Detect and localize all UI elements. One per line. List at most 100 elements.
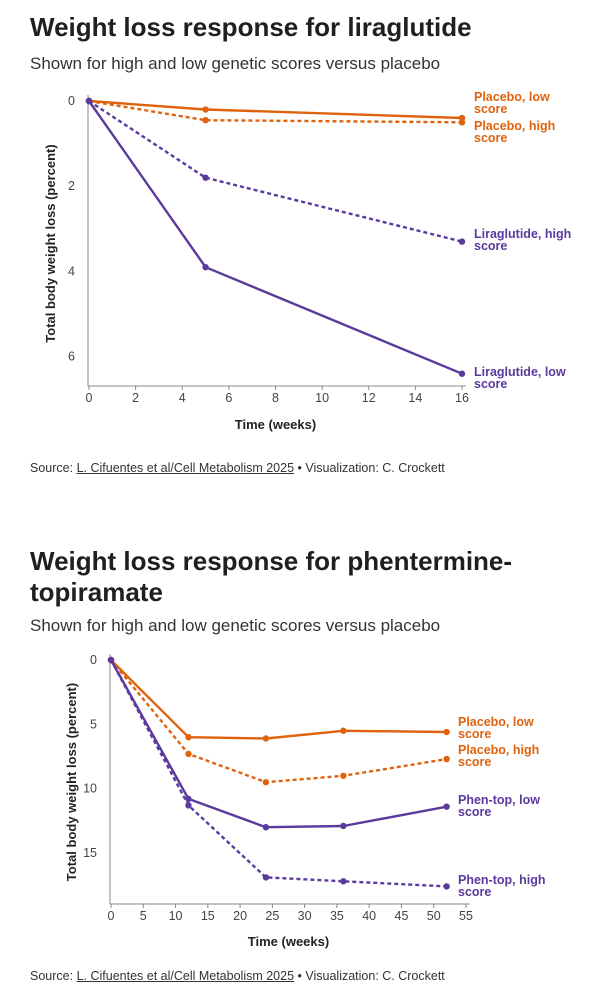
x-tick-label: 2 xyxy=(132,391,139,405)
x-tick-label: 30 xyxy=(298,909,312,923)
x-tick-label: 5 xyxy=(140,909,147,923)
data-point-placebo-high-score xyxy=(202,116,209,124)
x-tick-label: 20 xyxy=(233,909,247,923)
data-point-liraglutide-low-score xyxy=(202,264,209,271)
data-point-placebo-low-score xyxy=(185,733,192,741)
series-label-liraglutide-high-score: Liraglutide, high score xyxy=(474,227,571,253)
data-point-placebo-high-score xyxy=(458,119,466,126)
series-label-line: Phen-top, low xyxy=(458,793,540,807)
data-point-placebo-high-score xyxy=(340,772,347,779)
series-line-liraglutide-low-score xyxy=(88,100,463,375)
data-point-phen-top-low-score xyxy=(185,795,192,803)
x-tick-label: 50 xyxy=(427,909,441,923)
series-label-line: Placebo, low xyxy=(458,715,534,729)
source-suffix: • Visualization: C. Crockett xyxy=(294,969,445,983)
chart-subtitle: Shown for high and low genetic scores ve… xyxy=(30,616,441,635)
series-label-line: score xyxy=(474,377,507,391)
y-axis-label: Total body weight loss (percent) xyxy=(64,683,79,881)
y-tick-label: 10 xyxy=(83,782,97,796)
x-tick-label: 10 xyxy=(169,909,183,923)
series-label-line: Phen-top, high xyxy=(458,873,545,887)
chart-title-line-2: topiramate xyxy=(30,577,163,607)
chart-title-line-1: Weight loss response for phentermine- xyxy=(30,546,513,576)
y-tick-label: 5 xyxy=(90,717,97,731)
data-point-placebo-low-score xyxy=(340,727,347,734)
x-tick-label: 40 xyxy=(362,909,376,923)
data-point-liraglutide-high-score xyxy=(458,238,466,245)
series-label-line: score xyxy=(474,239,507,253)
data-point-phen-top-high-score xyxy=(185,802,192,809)
data-point-placebo-high-score xyxy=(443,755,450,763)
chart-liraglutide: Weight loss response for liraglutide Sho… xyxy=(0,0,600,500)
data-point-liraglutide-low-score xyxy=(458,370,466,377)
series-label-line: score xyxy=(458,805,491,819)
series-label-line: score xyxy=(458,727,491,741)
series-label-placebo-high-score: Placebo, high score xyxy=(458,743,539,769)
data-point-placebo-low-score xyxy=(443,728,450,736)
data-point-phen-top-low-score xyxy=(262,824,270,831)
x-tick-label: 10 xyxy=(315,391,329,405)
chart-title: Weight loss response for phentermine- to… xyxy=(30,546,512,608)
series-label-line: Placebo, high xyxy=(458,743,539,757)
source-line: Source: L. Cifuentes et al/Cell Metaboli… xyxy=(30,968,445,984)
data-point-phen-top-low-score xyxy=(340,822,347,830)
source-prefix: Source: xyxy=(30,969,77,983)
x-tick-label: 4 xyxy=(179,391,186,405)
chart-title: Weight loss response for liraglutide xyxy=(30,12,472,42)
source-line: Source: L. Cifuentes et al/Cell Metaboli… xyxy=(30,460,445,476)
series-label-placebo-low-score: Placebo, low score xyxy=(474,90,550,116)
x-axis-label: Time (weeks) xyxy=(235,417,316,432)
line-chart-phentermine-topiramate: 0 5 10 15 0 5 10 15 20 25 30 35 40 45 50 55 Time (weeks)… xyxy=(64,653,545,949)
x-tick-label: 0 xyxy=(108,909,115,923)
source-link[interactable]: L. Cifuentes et al/Cell Metabolism 2025 xyxy=(76,969,295,983)
series-label-line: Liraglutide, low xyxy=(474,365,566,379)
data-point-placebo-high-score xyxy=(262,779,270,786)
series-label-line: score xyxy=(474,102,507,116)
series-label-liraglutide-low-score: Liraglutide, low score xyxy=(474,365,566,391)
data-point-phen-top-low-score xyxy=(443,803,450,810)
y-tick-label: 6 xyxy=(68,350,75,364)
series-line-phen-top-high-score xyxy=(109,659,447,888)
data-point-placebo-high-score xyxy=(185,750,192,758)
x-tick-label: 6 xyxy=(225,391,232,405)
data-point-phen-top-high-score xyxy=(107,656,115,664)
series-label-line: Liraglutide, high xyxy=(474,227,571,241)
data-point-phen-top-high-score xyxy=(262,874,270,881)
line-chart-liraglutide: 0 2 4 6 0 2 4 6 8 10 12 14 16 Time (weeks) Total body … xyxy=(43,90,571,432)
series-line-placebo-high-score xyxy=(110,659,447,784)
series-label-placebo-high-score: Placebo, high score xyxy=(474,119,555,145)
y-tick-label: 0 xyxy=(68,94,75,108)
series-label-phen-top-low-score: Phen-top, low score xyxy=(458,793,540,819)
source-link[interactable]: L. Cifuentes et al/Cell Metabolism 2025 xyxy=(76,461,295,475)
x-tick-label: 15 xyxy=(201,909,215,923)
data-point-placebo-low-score xyxy=(262,735,270,742)
y-tick-label: 0 xyxy=(90,653,97,667)
y-tick-label: 15 xyxy=(83,846,97,860)
source-suffix: • Visualization: C. Crockett xyxy=(294,461,445,475)
x-tick-label: 25 xyxy=(265,909,279,923)
data-point-placebo-low-score xyxy=(202,106,209,113)
x-tick-label: 0 xyxy=(86,391,93,405)
series-label-line: score xyxy=(474,131,507,145)
series-label-line: Placebo, low xyxy=(474,90,550,104)
data-point-liraglutide-high-score xyxy=(202,174,209,181)
x-tick-label: 35 xyxy=(330,909,344,923)
series-line-phen-top-low-score xyxy=(109,659,447,829)
x-tick-label: 16 xyxy=(455,391,469,405)
x-tick-label: 14 xyxy=(408,391,422,405)
data-point-liraglutide-low-score xyxy=(85,97,93,105)
data-point-phen-top-high-score xyxy=(443,883,450,890)
x-tick-label: 45 xyxy=(395,909,409,923)
series-line-liraglutide-high-score xyxy=(88,99,463,243)
series-label-line: score xyxy=(458,885,491,899)
series-label-line: score xyxy=(458,755,491,769)
series-label-line: Placebo, high xyxy=(474,119,555,133)
data-point-phen-top-high-score xyxy=(340,878,347,885)
chart-subtitle: Shown for high and low genetic scores ve… xyxy=(30,54,441,73)
x-axis-label: Time (weeks) xyxy=(248,934,329,949)
series-line-placebo-high-score xyxy=(88,99,463,124)
series-label-placebo-low-score: Placebo, low score xyxy=(458,715,534,741)
x-tick-label: 8 xyxy=(272,391,279,405)
x-tick-label: 12 xyxy=(362,391,376,405)
y-axis-label: Total body weight loss (percent) xyxy=(43,144,58,342)
